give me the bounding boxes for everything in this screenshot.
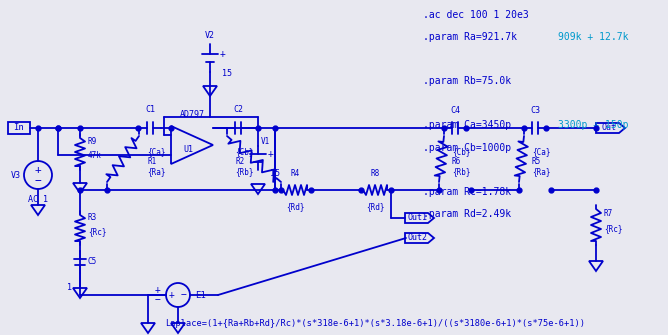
Text: .param Rb=75.0k: .param Rb=75.0k: [423, 76, 511, 86]
Text: .param Rc=1.78k: .param Rc=1.78k: [423, 187, 511, 197]
Text: {Ra}: {Ra}: [532, 168, 550, 177]
Text: AC 1: AC 1: [28, 195, 48, 204]
Text: {Ca}: {Ca}: [147, 147, 166, 156]
Text: Out1: Out1: [408, 213, 428, 222]
Text: {Cb}: {Cb}: [452, 147, 470, 156]
Text: V1: V1: [261, 137, 271, 146]
Text: {Rd}: {Rd}: [286, 202, 304, 211]
Text: 15: 15: [222, 69, 232, 78]
Text: AD797: AD797: [180, 110, 204, 119]
Text: {Rb}: {Rb}: [235, 168, 253, 177]
Text: 47k: 47k: [88, 151, 102, 160]
Text: V3: V3: [11, 171, 21, 180]
Text: C5: C5: [88, 258, 98, 267]
Text: R6: R6: [452, 157, 461, 166]
Text: {Ra}: {Ra}: [147, 168, 166, 177]
Text: C2: C2: [233, 105, 243, 114]
Text: .ac dec 100 1 20e3: .ac dec 100 1 20e3: [423, 10, 529, 20]
Text: E1: E1: [195, 290, 206, 299]
Text: .param Ca=3450p: .param Ca=3450p: [423, 121, 511, 131]
Text: 909k + 12.7k: 909k + 12.7k: [558, 32, 629, 42]
Text: {Cb}: {Cb}: [235, 147, 253, 156]
Text: −: −: [35, 176, 41, 186]
Text: Laplace=(1+{Ra+Rb+Rd}/Rc)*(s*318e-6+1)*(s*3.18e-6+1)/((s*3180e-6+1)*(s*75e-6+1)): Laplace=(1+{Ra+Rb+Rd}/Rc)*(s*318e-6+1)*(…: [165, 319, 585, 328]
Text: R3: R3: [88, 213, 98, 222]
Text: 15: 15: [270, 170, 280, 179]
FancyBboxPatch shape: [8, 122, 30, 134]
Text: R9: R9: [88, 137, 98, 146]
Text: {Rc}: {Rc}: [88, 227, 106, 237]
Text: C1: C1: [145, 105, 155, 114]
Text: .param Rd=2.49k: .param Rd=2.49k: [423, 209, 511, 219]
Text: +: +: [155, 285, 161, 295]
Text: V2: V2: [205, 31, 215, 40]
Text: R5: R5: [532, 157, 541, 166]
Text: Out2: Out2: [408, 233, 428, 243]
Text: C3: C3: [530, 106, 540, 115]
Text: +: +: [220, 49, 226, 59]
Text: +: +: [268, 149, 274, 159]
Text: R7: R7: [604, 208, 613, 217]
Text: −: −: [155, 295, 161, 305]
Text: +: +: [169, 290, 175, 300]
Text: Out: Out: [601, 124, 617, 133]
Text: .param Cb=1000p: .param Cb=1000p: [423, 143, 511, 153]
Text: +: +: [35, 165, 41, 175]
Text: {Rc}: {Rc}: [604, 224, 623, 233]
Text: R2: R2: [235, 157, 244, 166]
Text: −: −: [181, 290, 187, 300]
Text: .param Ra=921.7k: .param Ra=921.7k: [423, 32, 517, 42]
Text: 1: 1: [67, 283, 72, 292]
Text: In: In: [13, 124, 24, 133]
Text: R8: R8: [370, 169, 379, 178]
Text: C4: C4: [450, 106, 460, 115]
Text: {Rb}: {Rb}: [452, 168, 470, 177]
Text: 3300p + 150p: 3300p + 150p: [558, 121, 629, 131]
Text: {Rd}: {Rd}: [366, 202, 384, 211]
Text: U1: U1: [183, 144, 193, 153]
Text: R4: R4: [291, 169, 300, 178]
Text: R1: R1: [147, 157, 156, 166]
Text: {Ca}: {Ca}: [532, 147, 550, 156]
